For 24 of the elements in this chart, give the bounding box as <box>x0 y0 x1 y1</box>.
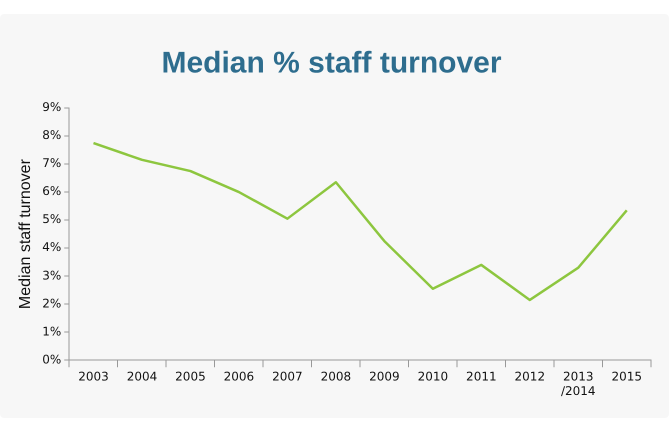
x-tick-label: 2009 <box>369 370 400 384</box>
x-tick-label: 2010 <box>418 370 448 384</box>
x-tick-label: 2013 /2014 <box>560 370 596 398</box>
y-tick-label: 8% <box>42 128 62 142</box>
y-tick-label: 7% <box>42 156 62 170</box>
x-tick-label: 2005 <box>175 370 206 384</box>
x-tick-label: 2003 <box>78 370 109 384</box>
y-tick-label: 5% <box>42 212 62 226</box>
y-tick-label: 9% <box>42 100 62 114</box>
chart-title: Median % staff turnover <box>161 46 502 80</box>
y-tick-label: 4% <box>42 240 62 254</box>
x-tick-label: 2008 <box>320 370 352 384</box>
y-tick-label: 3% <box>42 268 62 282</box>
x-tick-label: 2006 <box>224 370 254 384</box>
x-tick-label: 2011 <box>466 370 497 384</box>
x-tick-label: 2004 <box>126 370 158 384</box>
y-tick-label: 2% <box>42 296 62 310</box>
y-tick-label: 1% <box>42 324 62 338</box>
x-tick-label: 2015 <box>611 370 642 384</box>
y-tick-label: 6% <box>42 184 62 198</box>
y-tick-label: 0% <box>42 352 62 366</box>
x-tick-label: 2012 <box>514 370 546 384</box>
x-tick-label: 2007 <box>272 370 303 384</box>
y-axis-title: Median staff turnover <box>17 158 34 310</box>
